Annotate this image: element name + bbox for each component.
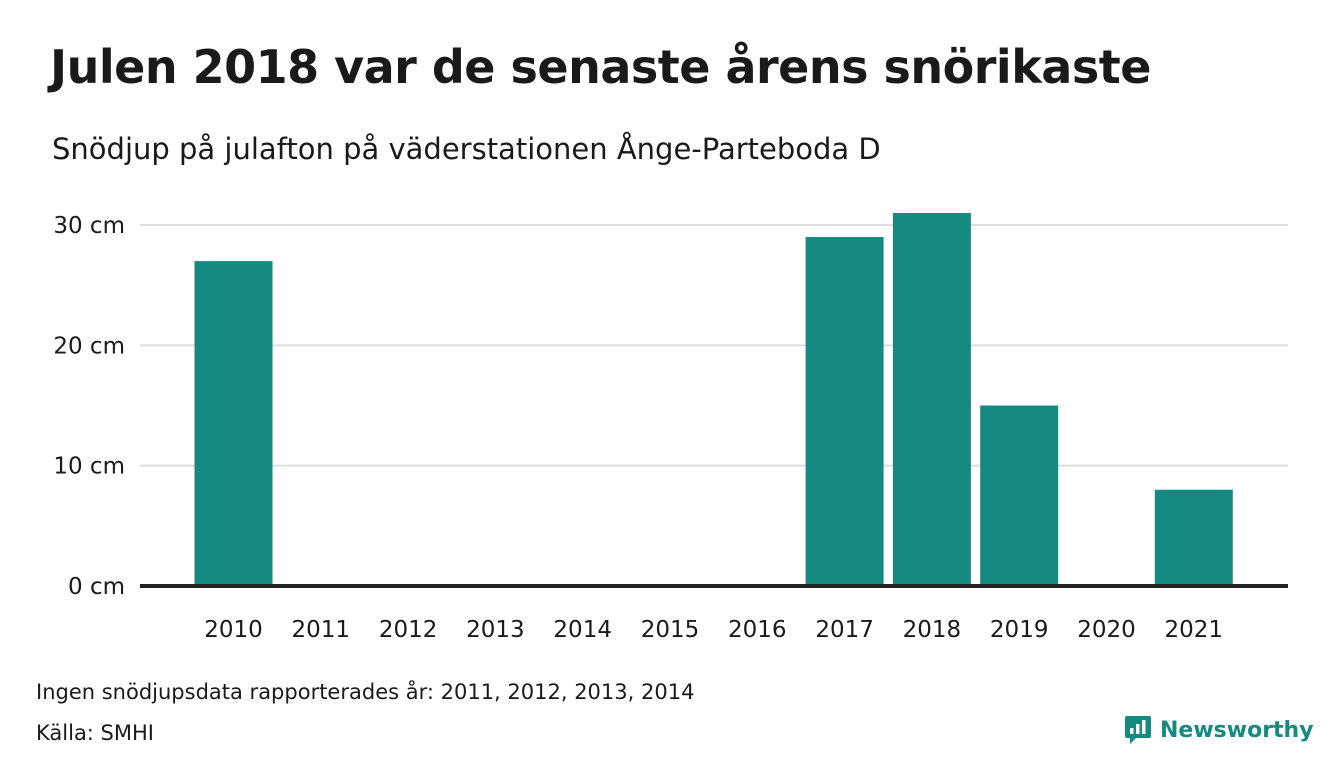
x-tick-label: 2014 bbox=[553, 617, 612, 643]
brand-logo: Newsworthy bbox=[1124, 714, 1314, 746]
chart-title: Julen 2018 var de senaste årens snörikas… bbox=[50, 40, 1151, 94]
y-tick-label: 10 cm bbox=[53, 454, 125, 480]
x-tick-label: 2020 bbox=[1077, 617, 1136, 643]
chart-subtitle: Snödjup på julafton på väderstationen Ån… bbox=[52, 132, 881, 166]
footnote: Ingen snödjupsdata rapporterades år: 201… bbox=[36, 680, 695, 704]
source-note: Källa: SMHI bbox=[36, 721, 154, 745]
x-tick-label: 2012 bbox=[379, 617, 438, 643]
x-tick-label: 2019 bbox=[990, 617, 1049, 643]
x-tick-label: 2013 bbox=[466, 617, 525, 643]
x-tick-label: 2015 bbox=[641, 617, 700, 643]
x-tick-label: 2011 bbox=[292, 617, 351, 643]
x-tick-label: 2017 bbox=[815, 617, 874, 643]
y-tick-label: 20 cm bbox=[53, 333, 125, 359]
x-tick-label: 2018 bbox=[903, 617, 962, 643]
bar bbox=[1154, 489, 1233, 586]
bar bbox=[194, 261, 273, 586]
x-tick-label: 2016 bbox=[728, 617, 787, 643]
y-tick-label: 0 cm bbox=[68, 574, 125, 600]
newsworthy-logo-icon bbox=[1125, 716, 1151, 744]
x-tick-label: 2021 bbox=[1165, 617, 1224, 643]
y-tick-label: 30 cm bbox=[53, 213, 125, 239]
brand-name: Newsworthy bbox=[1160, 717, 1314, 743]
bar bbox=[980, 405, 1059, 586]
bar bbox=[892, 212, 971, 586]
x-tick-label: 2010 bbox=[204, 617, 263, 643]
bar bbox=[805, 237, 884, 587]
